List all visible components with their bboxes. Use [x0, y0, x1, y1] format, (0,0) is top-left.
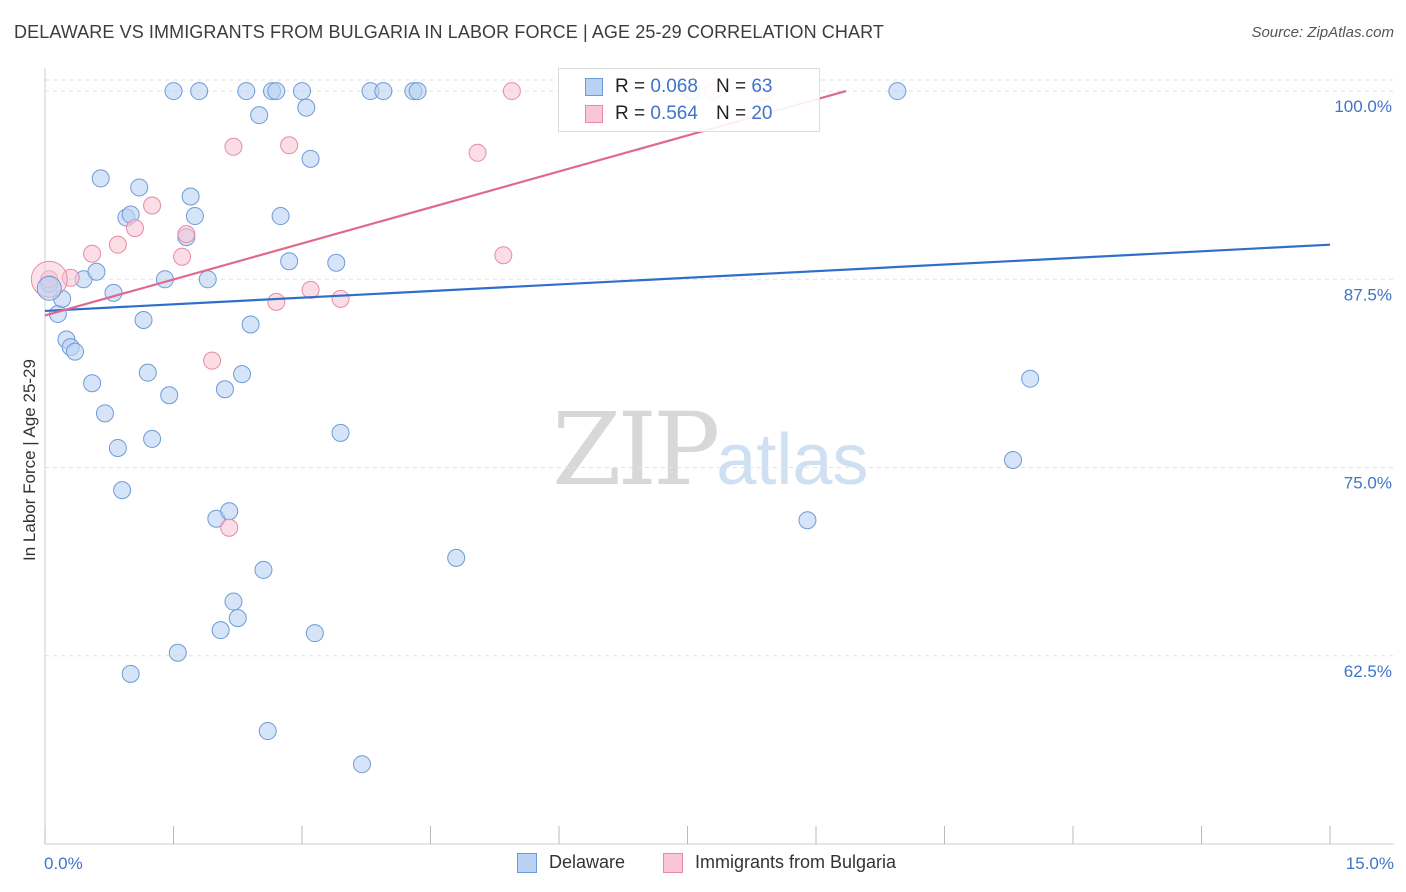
delaware-point — [121, 664, 140, 683]
delaware-point — [228, 609, 247, 628]
delaware-point — [233, 365, 252, 384]
series-swatch-pink — [663, 852, 683, 873]
delaware-point — [95, 404, 114, 423]
bulgaria-point — [267, 292, 286, 311]
delaware-point — [331, 423, 350, 442]
delaware-point — [83, 374, 102, 393]
x-tick-label: 15.0% — [1346, 854, 1394, 873]
legend-row-bulgaria: R = 0.564 N = 20 — [585, 102, 772, 126]
delaware-point — [185, 207, 204, 226]
delaware-point — [168, 643, 187, 662]
bulgaria-point — [83, 244, 102, 263]
delaware-point — [408, 82, 427, 101]
bulgaria-point — [468, 143, 487, 162]
legend-r-value: 0.068 — [650, 76, 698, 97]
delaware-point — [198, 270, 217, 289]
legend-n-label: N = — [715, 103, 747, 124]
legend-n-label: N = — [715, 76, 747, 97]
x-tick-label: 0.0% — [44, 854, 83, 873]
delaware-point — [224, 592, 243, 611]
delaware-point — [181, 187, 200, 206]
delaware-trend-line — [44, 243, 1331, 313]
delaware-point — [293, 82, 311, 101]
delaware-point — [254, 560, 273, 579]
delaware-point — [143, 429, 162, 448]
delaware-point — [164, 82, 183, 101]
y-tick-label: 87.5% — [1344, 285, 1392, 304]
delaware-point — [241, 315, 260, 334]
series-legend-label: Immigrants from Bulgaria — [695, 852, 897, 872]
series-swatch-blue — [517, 852, 537, 873]
delaware-point — [305, 624, 324, 643]
delaware-point — [888, 82, 907, 101]
bulgaria-point — [331, 289, 350, 308]
delaware-point — [250, 106, 269, 125]
delaware-point — [160, 386, 179, 405]
bulgaria-point — [301, 280, 320, 299]
bulgaria-point — [125, 219, 144, 238]
delaware-point — [211, 621, 230, 640]
delaware-point — [280, 252, 299, 271]
bulgaria-point — [220, 518, 239, 537]
y-tick-label: 75.0% — [1344, 474, 1392, 493]
bulgaria-point — [280, 136, 299, 155]
delaware-point — [108, 438, 127, 457]
watermark: ZIPatlas — [552, 400, 868, 500]
delaware-point — [267, 82, 286, 101]
delaware-point-cluster — [36, 275, 62, 301]
y-tick-label: 100.0% — [1334, 97, 1392, 116]
delaware-point — [258, 722, 277, 741]
legend-r-label: R = — [615, 76, 646, 97]
series-legend-delaware[interactable]: Delaware — [517, 852, 625, 873]
delaware-point — [301, 149, 320, 168]
bulgaria-point — [502, 82, 521, 101]
legend-n-value: 63 — [751, 76, 773, 97]
series-legend-label: Delaware — [549, 852, 626, 872]
bulgaria-point — [108, 235, 127, 254]
bulgaria-point — [203, 351, 222, 370]
series-legend: Delaware Immigrants from Bulgaria — [0, 852, 1406, 878]
delaware-point — [798, 511, 817, 530]
y-tick-label: 62.5% — [1344, 662, 1392, 681]
delaware-point — [447, 548, 466, 567]
delaware-point — [220, 502, 239, 521]
delaware-point — [134, 310, 153, 329]
delaware-point — [297, 98, 316, 117]
delaware-point — [237, 82, 256, 101]
delaware-point — [215, 380, 234, 399]
delaware-point — [327, 253, 346, 272]
bulgaria-point — [173, 247, 192, 266]
delaware-point — [1004, 451, 1023, 470]
delaware-point — [352, 755, 371, 774]
correlation-legend: R = 0.068 N = 63 R = 0.564 N = 20 — [558, 68, 820, 132]
legend-n-value: 20 — [751, 103, 773, 124]
legend-r-value: 0.564 — [650, 103, 698, 124]
delaware-point — [138, 363, 157, 382]
bulgaria-point — [224, 137, 243, 156]
series-legend-bulgaria[interactable]: Immigrants from Bulgaria — [663, 852, 896, 873]
delaware-point — [190, 82, 209, 101]
delaware-point — [374, 82, 393, 101]
watermark-atlas: atlas — [716, 420, 869, 500]
bulgaria-point — [494, 246, 513, 265]
chart-title: DELAWARE VS IMMIGRANTS FROM BULGARIA IN … — [14, 22, 884, 42]
delaware-point — [113, 481, 132, 500]
legend-r-label: R = — [615, 103, 646, 124]
bulgaria-point — [177, 225, 196, 244]
delaware-point — [87, 262, 106, 281]
delaware-point — [91, 169, 110, 188]
legend-swatch-blue — [585, 78, 603, 96]
delaware-point — [1021, 369, 1040, 388]
legend-swatch-pink — [585, 105, 603, 123]
delaware-point — [130, 178, 149, 197]
bulgaria-point — [143, 196, 162, 215]
watermark-zip: ZIP — [552, 391, 720, 508]
delaware-point — [271, 207, 290, 226]
legend-row-delaware: R = 0.068 N = 63 — [585, 75, 772, 99]
source-credit: Source: ZipAtlas.com — [1251, 24, 1394, 41]
delaware-point — [65, 342, 84, 361]
